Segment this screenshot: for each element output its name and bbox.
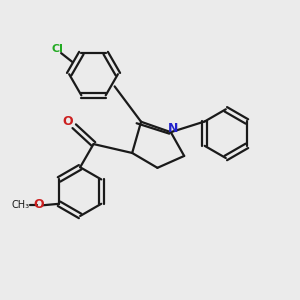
Text: O: O (62, 115, 73, 128)
Text: N: N (168, 122, 178, 135)
Text: O: O (33, 198, 44, 211)
Text: Cl: Cl (52, 44, 64, 54)
Text: CH₃: CH₃ (12, 200, 30, 210)
